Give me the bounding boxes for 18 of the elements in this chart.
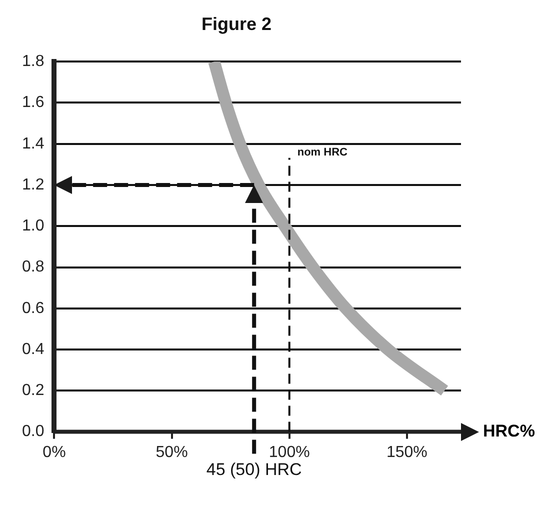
- y-tick-label: 1.4: [22, 135, 44, 152]
- y-tick-label: 0.2: [22, 382, 44, 400]
- ref-line-label: nom HRC: [297, 146, 348, 158]
- y-tick-label: 1.6: [22, 94, 44, 112]
- x-tick-label: 150%: [386, 444, 428, 461]
- y-tick-label: 0.0: [22, 423, 44, 440]
- x-tick-label: 100%: [268, 444, 310, 461]
- x-tick-label: 0%: [42, 444, 66, 461]
- chart-title: Figure 2: [201, 14, 272, 34]
- x-axis-title: HRC%: [483, 421, 535, 440]
- x-tick-label: 50%: [156, 444, 188, 461]
- y-tick-label: 1.8: [22, 53, 44, 70]
- y-tick-label: 0.4: [22, 340, 44, 358]
- y-tick-label: 0.6: [22, 300, 44, 317]
- y-tick-label: 0.8: [22, 258, 44, 276]
- y-tick-label: 1.2: [22, 176, 44, 194]
- ref-line-label: 45 (50) HRC: [206, 460, 302, 479]
- y-tick-label: 1.0: [22, 218, 44, 235]
